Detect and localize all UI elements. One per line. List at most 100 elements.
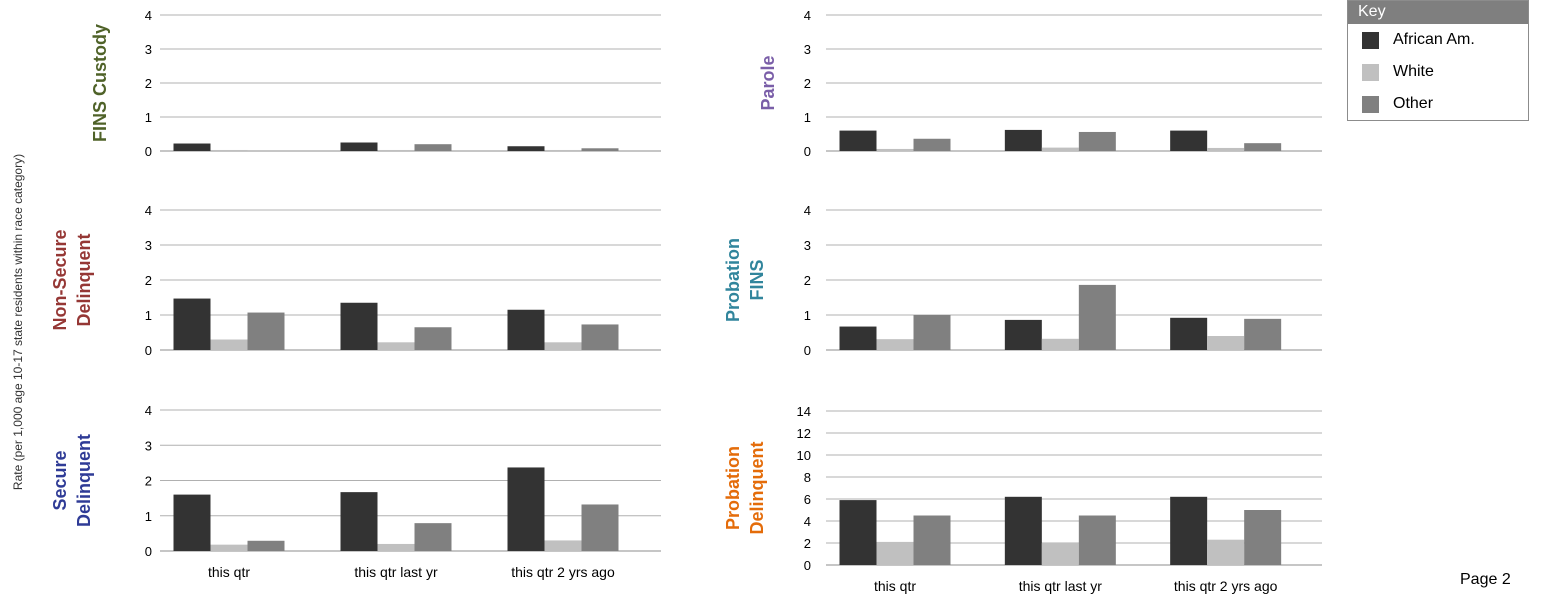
category-label-5-0: this qtr <box>874 578 916 594</box>
legend-item-other: Other <box>1348 88 1528 120</box>
bar-0-0-0 <box>173 143 211 151</box>
bar-1-2-2 <box>581 324 619 350</box>
y-tick-label-3-4: 4 <box>804 8 811 23</box>
y-tick-label-0-3: 3 <box>145 42 152 57</box>
bar-0-1-2 <box>544 149 582 151</box>
bar-2-1-0 <box>210 544 248 551</box>
bar-1-0-0 <box>173 298 211 350</box>
category-label-5-1: this qtr last yr <box>1019 578 1103 594</box>
bar-4-1-1 <box>1041 338 1079 350</box>
bar-1-0-2 <box>507 309 545 350</box>
category-label-5-2: this qtr 2 yrs ago <box>1174 578 1278 594</box>
y-tick-label-5-4: 8 <box>804 470 811 485</box>
bar-2-0-1 <box>340 492 378 551</box>
y-tick-label-1-1: 1 <box>145 308 152 323</box>
legend-item-african-am: African Am. <box>1348 24 1528 56</box>
y-tick-label-3-1: 1 <box>804 110 811 125</box>
chart-title-2-1: Delinquent <box>74 434 94 527</box>
y-tick-label-0-1: 1 <box>145 110 152 125</box>
y-tick-label-3-0: 0 <box>804 144 811 159</box>
page-number: Page 2 <box>1460 571 1511 588</box>
bar-3-1-0 <box>876 148 914 151</box>
y-tick-label-4-1: 1 <box>804 308 811 323</box>
y-tick-label-5-5: 10 <box>797 448 811 463</box>
y-tick-label-4-0: 0 <box>804 343 811 358</box>
bar-2-0-0 <box>173 494 211 551</box>
legend-item-white: White <box>1348 56 1528 88</box>
y-tick-label-1-0: 0 <box>145 343 152 358</box>
y-tick-label-2-4: 4 <box>145 403 152 418</box>
bar-2-0-2 <box>507 467 545 551</box>
y-tick-label-1-2: 2 <box>145 273 152 288</box>
bar-1-1-1 <box>377 342 415 350</box>
bar-5-2-1 <box>1078 515 1116 565</box>
y-tick-label-2-2: 2 <box>145 474 152 489</box>
chart-title-5-0: Probation <box>723 446 743 530</box>
bar-2-2-2 <box>581 504 619 551</box>
bar-4-2-1 <box>1078 284 1116 350</box>
chart-title-1-0: Non-Secure <box>50 229 70 330</box>
bar-5-2-0 <box>913 515 951 565</box>
bar-3-0-0 <box>839 130 877 151</box>
y-tick-label-3-3: 3 <box>804 42 811 57</box>
bar-4-0-0 <box>839 326 877 350</box>
bar-0-1-0 <box>210 149 248 151</box>
y-tick-label-5-0: 0 <box>804 558 811 573</box>
legend-label-african-am: African Am. <box>1393 31 1475 48</box>
category-label-2-1: this qtr last yr <box>354 564 438 580</box>
y-tick-label-2-0: 0 <box>145 544 152 559</box>
legend-swatch-other <box>1362 95 1379 113</box>
bar-3-2-1 <box>1078 131 1116 151</box>
y-tick-label-5-2: 4 <box>804 514 811 529</box>
legend-label-white: White <box>1393 63 1434 80</box>
chart-title-0-0: FINS Custody <box>90 24 110 142</box>
chart-title-5-1: Delinquent <box>747 441 767 534</box>
legend-swatch-white <box>1362 63 1379 81</box>
y-tick-label-4-3: 3 <box>804 238 811 253</box>
bar-5-0-2 <box>1170 496 1208 565</box>
y-tick-label-2-1: 1 <box>145 509 152 524</box>
y-tick-label-5-7: 14 <box>797 404 811 419</box>
bar-3-0-2 <box>1170 130 1208 151</box>
y-tick-label-0-2: 2 <box>145 76 152 91</box>
bar-2-2-0 <box>247 540 285 551</box>
bar-3-1-2 <box>1207 147 1245 151</box>
y-tick-label-1-4: 4 <box>145 203 152 218</box>
y-tick-label-5-6: 12 <box>797 426 811 441</box>
bar-3-1-1 <box>1041 147 1079 151</box>
bar-5-1-0 <box>876 541 914 565</box>
bar-3-0-1 <box>1004 129 1042 151</box>
y-tick-label-5-1: 2 <box>804 536 811 551</box>
bar-0-2-1 <box>414 144 452 151</box>
y-tick-label-4-4: 4 <box>804 203 811 218</box>
bar-2-1-2 <box>544 540 582 551</box>
chart-title-4-1: FINS <box>747 259 767 300</box>
bar-0-1-1 <box>377 149 415 151</box>
bar-5-1-2 <box>1207 539 1245 565</box>
y-axis-label: Rate (per 1,000 age 10-17 state resident… <box>11 154 25 490</box>
bar-5-0-1 <box>1004 496 1042 565</box>
y-tick-label-0-4: 4 <box>145 8 152 23</box>
bar-4-1-2 <box>1207 336 1245 350</box>
bar-0-0-1 <box>340 142 378 151</box>
chart-title-3-0: Parole <box>758 55 778 110</box>
legend-swatch-african-am <box>1362 31 1379 49</box>
bar-2-2-1 <box>414 523 452 551</box>
y-tick-label-2-3: 3 <box>145 438 152 453</box>
bar-4-0-1 <box>1004 319 1042 350</box>
bar-1-2-1 <box>414 327 452 350</box>
bar-4-2-0 <box>913 315 951 350</box>
bar-5-2-2 <box>1244 510 1282 565</box>
bar-5-1-1 <box>1041 543 1079 565</box>
bar-1-2-0 <box>247 312 285 350</box>
bar-1-1-0 <box>210 339 248 350</box>
y-tick-label-1-3: 3 <box>145 238 152 253</box>
y-tick-label-3-2: 2 <box>804 76 811 91</box>
legend: Key African Am. White Other <box>1347 0 1529 121</box>
bar-1-0-1 <box>340 302 378 350</box>
chart-title-1-1: Delinquent <box>74 233 94 326</box>
legend-label-other: Other <box>1393 95 1434 112</box>
bar-3-2-2 <box>1244 143 1282 151</box>
bar-3-2-0 <box>913 138 951 151</box>
